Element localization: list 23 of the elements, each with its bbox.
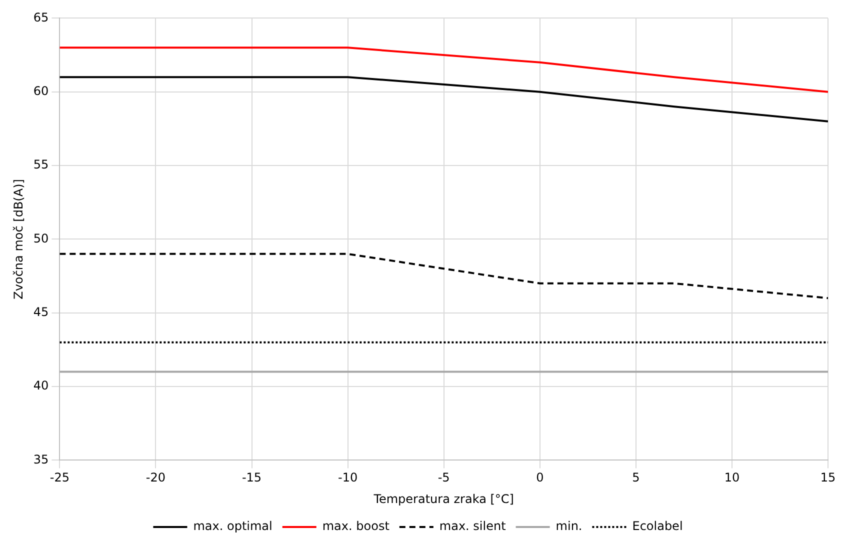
legend-label: min. xyxy=(556,519,582,534)
x-tick-label: -15 xyxy=(242,470,262,485)
y-axis-title: Zvočna moč [dB(A)] xyxy=(11,179,26,300)
x-tick-label: 5 xyxy=(632,470,640,485)
y-tick-label: 50 xyxy=(33,231,49,246)
y-tick-label: 65 xyxy=(33,10,49,24)
legend-label: max. boost xyxy=(322,519,390,534)
legend-label: max. optimal xyxy=(193,519,272,534)
x-axis-title: Temperatura zraka [°C] xyxy=(372,492,514,506)
y-tick-label: 60 xyxy=(33,84,49,98)
y-tick-label: 45 xyxy=(33,304,49,319)
legend-label: max. silent xyxy=(439,519,506,534)
legend-label: Ecolabel xyxy=(632,519,683,534)
x-tick-label: -5 xyxy=(438,470,450,485)
y-tick-label: 40 xyxy=(33,378,49,393)
x-tick-label: 10 xyxy=(724,470,740,485)
x-tick-label: 0 xyxy=(536,470,544,485)
x-tick-label: -10 xyxy=(338,470,358,485)
x-tick-label: 15 xyxy=(820,470,836,485)
x-tick-label: -20 xyxy=(146,470,166,485)
x-tick-label: -25 xyxy=(50,470,70,485)
y-tick-label: 55 xyxy=(33,158,49,172)
y-tick-label: 35 xyxy=(33,452,49,466)
